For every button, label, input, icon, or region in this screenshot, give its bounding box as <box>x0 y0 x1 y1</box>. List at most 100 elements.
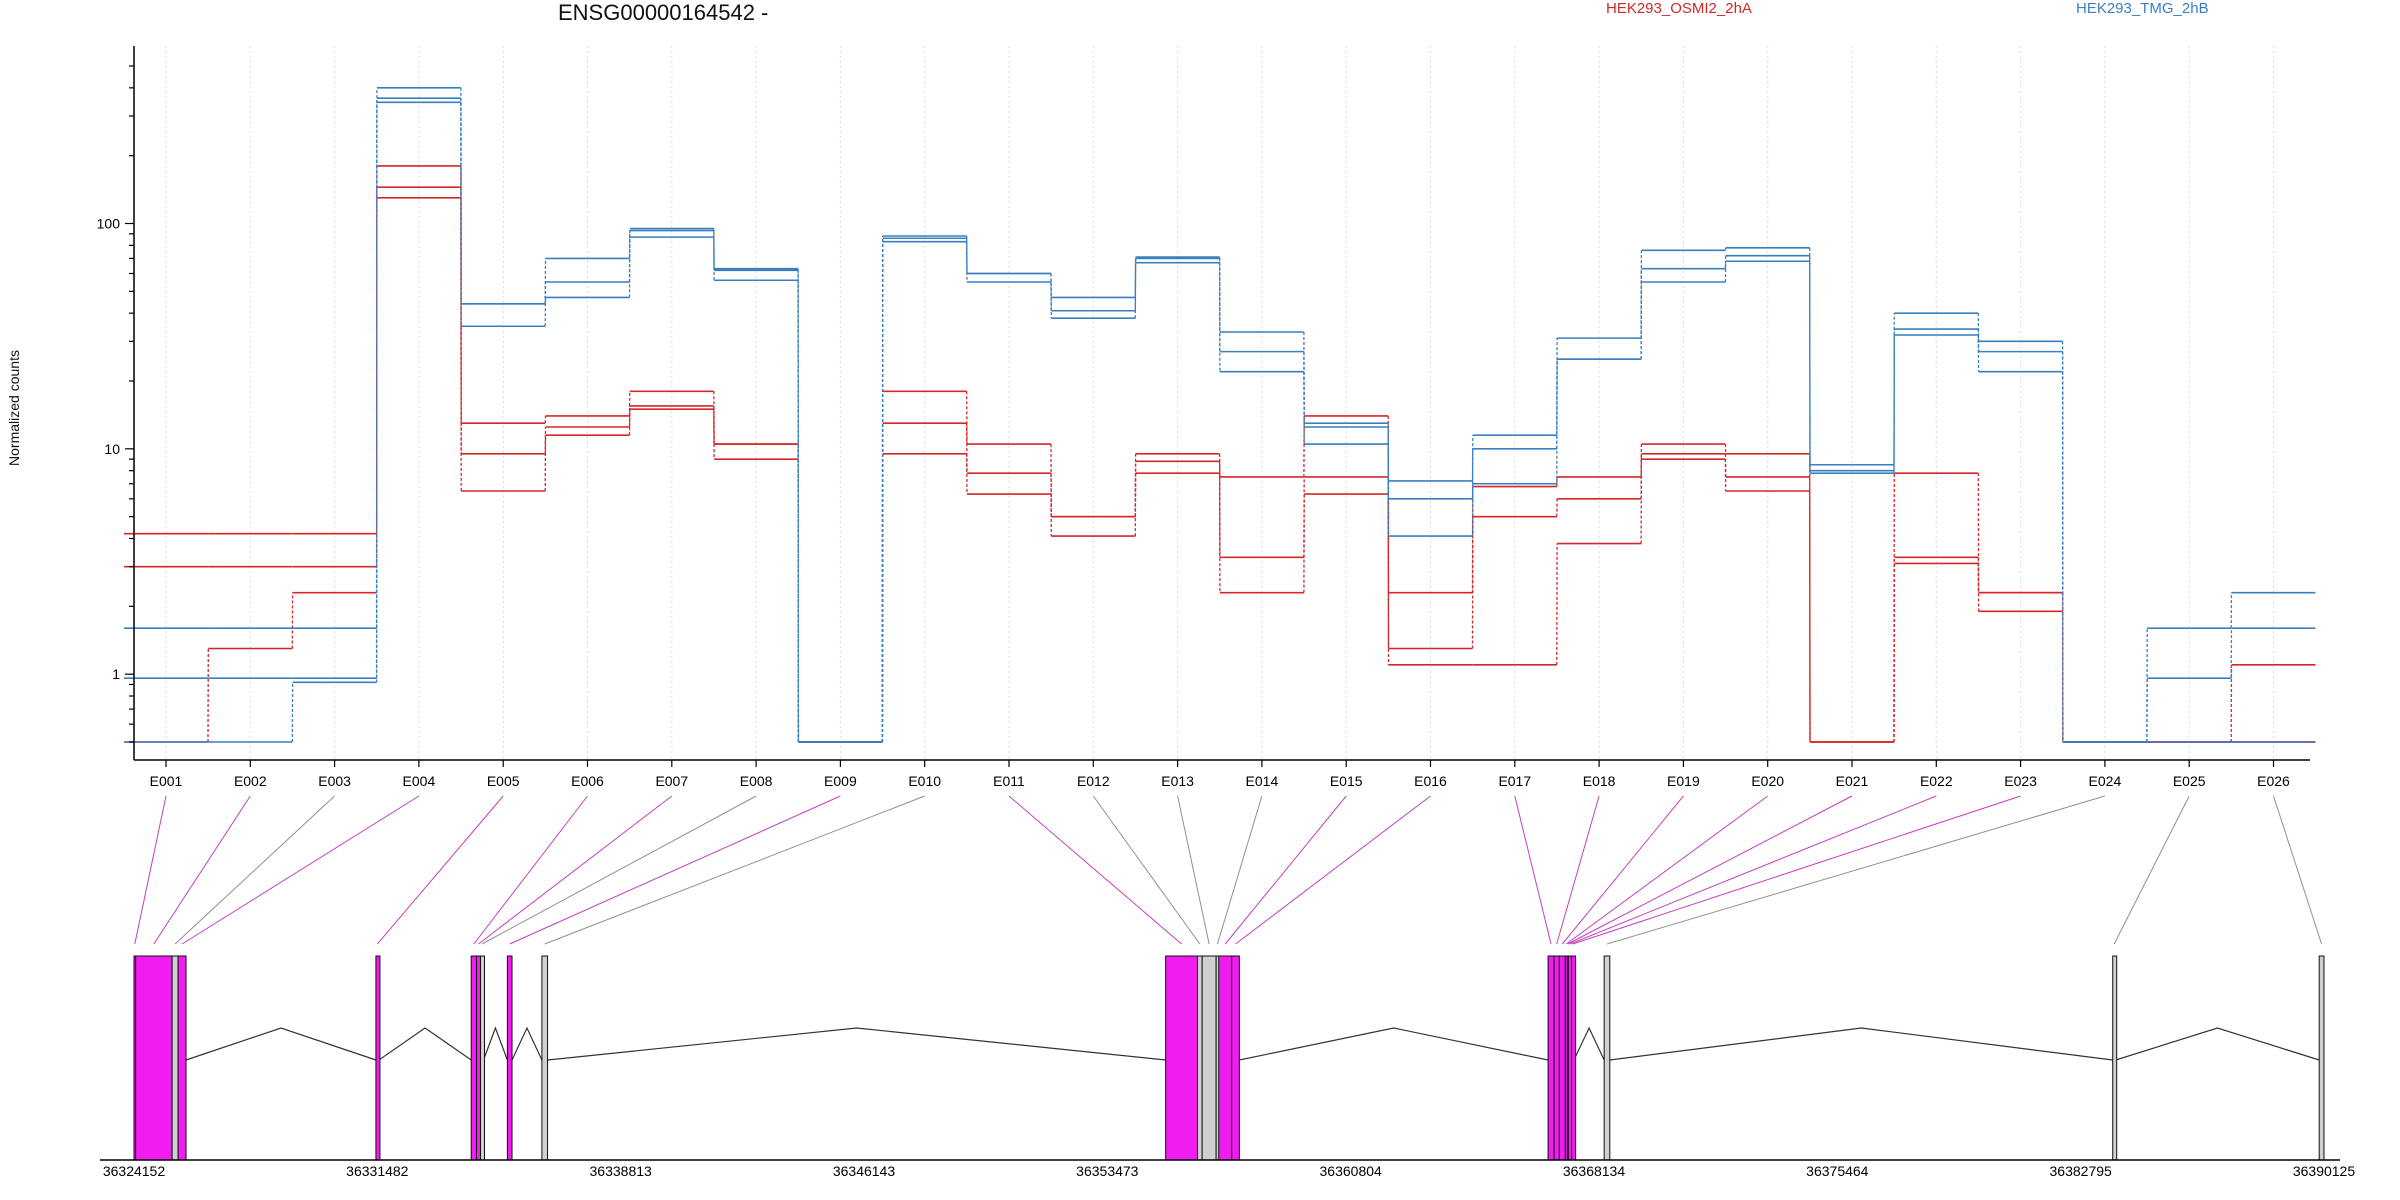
x-tick-label-e014: E014 <box>1246 773 1279 789</box>
x-tick-label-e022: E022 <box>1920 773 1953 789</box>
x-tick-label-e001: E001 <box>150 773 183 789</box>
exon-bin-e012 <box>1197 955 1203 1161</box>
connector-e019 <box>1561 795 1684 945</box>
exon-bin-e023 <box>1571 955 1577 1161</box>
genomic-tick-label: 36324152 <box>103 1163 166 1179</box>
genomic-tick-label: 36338813 <box>590 1163 653 1179</box>
exon-bin-e015 <box>1218 955 1233 1161</box>
x-tick-label-e006: E006 <box>571 773 604 789</box>
connector-e013 <box>1177 795 1210 945</box>
y-tick-label: 10 <box>104 441 120 457</box>
exon-bin-e004 <box>177 955 187 1161</box>
exon-bin-e025 <box>2112 955 2118 1161</box>
connector-e024 <box>1606 795 2106 945</box>
connector-e007 <box>478 795 673 945</box>
exon-bin-e010 <box>541 955 549 1161</box>
x-tick-label-e021: E021 <box>1836 773 1869 789</box>
connector-e004 <box>181 795 420 945</box>
legend-entry-tmg: HEK293_TMG_2hB <box>2076 0 2209 17</box>
x-tick-label-e018: E018 <box>1583 773 1616 789</box>
intron-line <box>1239 1027 1549 1061</box>
x-tick-label-e015: E015 <box>1330 773 1363 789</box>
series-hek293-osmi2-2ha-0 <box>124 165 2316 743</box>
x-tick-label-e026: E026 <box>2257 773 2290 789</box>
series-hek293-tmg-2hb-3 <box>124 87 2316 743</box>
exon-bin-e002 <box>135 955 173 1161</box>
x-tick-label-e003: E003 <box>318 773 351 789</box>
series-hek293-tmg-2hb-4 <box>124 97 2316 743</box>
x-tick-label-e024: E024 <box>2089 773 2122 789</box>
x-tick-label-e007: E007 <box>655 773 688 789</box>
exon-bin-e026 <box>2318 955 2325 1161</box>
connector-e002 <box>153 795 251 945</box>
legend-entry-osmi2: HEK293_OSMI2_2hA <box>1606 0 1752 17</box>
y-tick-label: 1 <box>112 666 120 682</box>
genomic-tick-label: 36375464 <box>1806 1163 1869 1179</box>
connector-e009 <box>509 795 841 945</box>
x-tick-label-e020: E020 <box>1751 773 1784 789</box>
exon-bin-e006 <box>470 955 478 1161</box>
connector-e017 <box>1514 795 1552 945</box>
genomic-tick-label: 36331482 <box>346 1163 409 1179</box>
x-tick-label-e025: E025 <box>2173 773 2206 789</box>
intron-line <box>2115 1027 2320 1061</box>
exon-bin-e011 <box>1165 955 1199 1161</box>
x-tick-label-e010: E010 <box>908 773 941 789</box>
connector-e020 <box>1566 795 1768 945</box>
x-tick-label-e002: E002 <box>234 773 267 789</box>
connector-e018 <box>1556 795 1600 945</box>
connector-e001 <box>134 795 167 945</box>
connector-e023 <box>1572 795 2021 945</box>
genomic-tick-label: 36353473 <box>1076 1163 1139 1179</box>
x-tick-label-e004: E004 <box>403 773 436 789</box>
x-tick-label-e023: E023 <box>2004 773 2037 789</box>
chart-title: ENSG00000164542 - <box>558 0 769 25</box>
count-series <box>124 87 2316 743</box>
exon-bin-e013 <box>1201 955 1217 1161</box>
genomic-tick-label: 36382795 <box>2050 1163 2113 1179</box>
intron-line <box>511 1026 543 1061</box>
genomic-tick-label: 36390125 <box>2293 1163 2356 1179</box>
exon-bin-e003 <box>171 955 179 1161</box>
connector-e003 <box>174 795 335 945</box>
connector-e008 <box>481 795 757 945</box>
genomic-tick-label: 36346143 <box>833 1163 896 1179</box>
connector-e016 <box>1235 795 1431 945</box>
x-tick-label-e019: E019 <box>1667 773 1700 789</box>
connector-e010 <box>544 795 925 945</box>
exon-bin-e017 <box>1547 955 1555 1161</box>
connector-e006 <box>473 795 588 945</box>
x-tick-label-e005: E005 <box>487 773 520 789</box>
connector-e025 <box>2113 795 2190 945</box>
x-tick-label-e011: E011 <box>993 773 1025 789</box>
connector-e015 <box>1224 795 1347 945</box>
connector-e012 <box>1092 795 1201 945</box>
x-tick-label-e017: E017 <box>1498 773 1531 789</box>
intron-line <box>185 1027 377 1061</box>
connector-e011 <box>1008 795 1182 945</box>
x-tick-label-e012: E012 <box>1077 773 1110 789</box>
exon-bin-connectors <box>134 795 2323 945</box>
axes: 1 10 100 E001 E002 E003 E004 E005 E006 E007 E008 E0… <box>97 46 2310 789</box>
connector-e014 <box>1216 795 1263 945</box>
exon-bin-e019 <box>1558 955 1566 1161</box>
intron-line <box>482 1026 508 1061</box>
connector-e022 <box>1569 795 1937 945</box>
gene-model: 36324152 36331482 36338813 36346143 36353473… <box>100 955 2356 1179</box>
genomic-tick-label: 36368134 <box>1563 1163 1626 1179</box>
y-axis-label: Normalized counts <box>6 350 22 466</box>
intron-line <box>1609 1027 2113 1061</box>
exon-bin-e009 <box>506 955 513 1161</box>
connector-e021 <box>1567 795 1853 945</box>
intron-line <box>378 1027 472 1061</box>
connector-e005 <box>377 795 504 945</box>
x-tick-label-e013: E013 <box>1161 773 1194 789</box>
exon-bin-e018 <box>1553 955 1560 1161</box>
series-hek293-tmg-2hb-5 <box>124 101 2316 743</box>
exon-bin-e016 <box>1231 955 1240 1161</box>
x-tick-label-e009: E009 <box>824 773 857 789</box>
exon-bin-e007 <box>476 955 482 1161</box>
intron-line <box>1573 1026 1605 1061</box>
x-tick-label-e008: E008 <box>740 773 773 789</box>
